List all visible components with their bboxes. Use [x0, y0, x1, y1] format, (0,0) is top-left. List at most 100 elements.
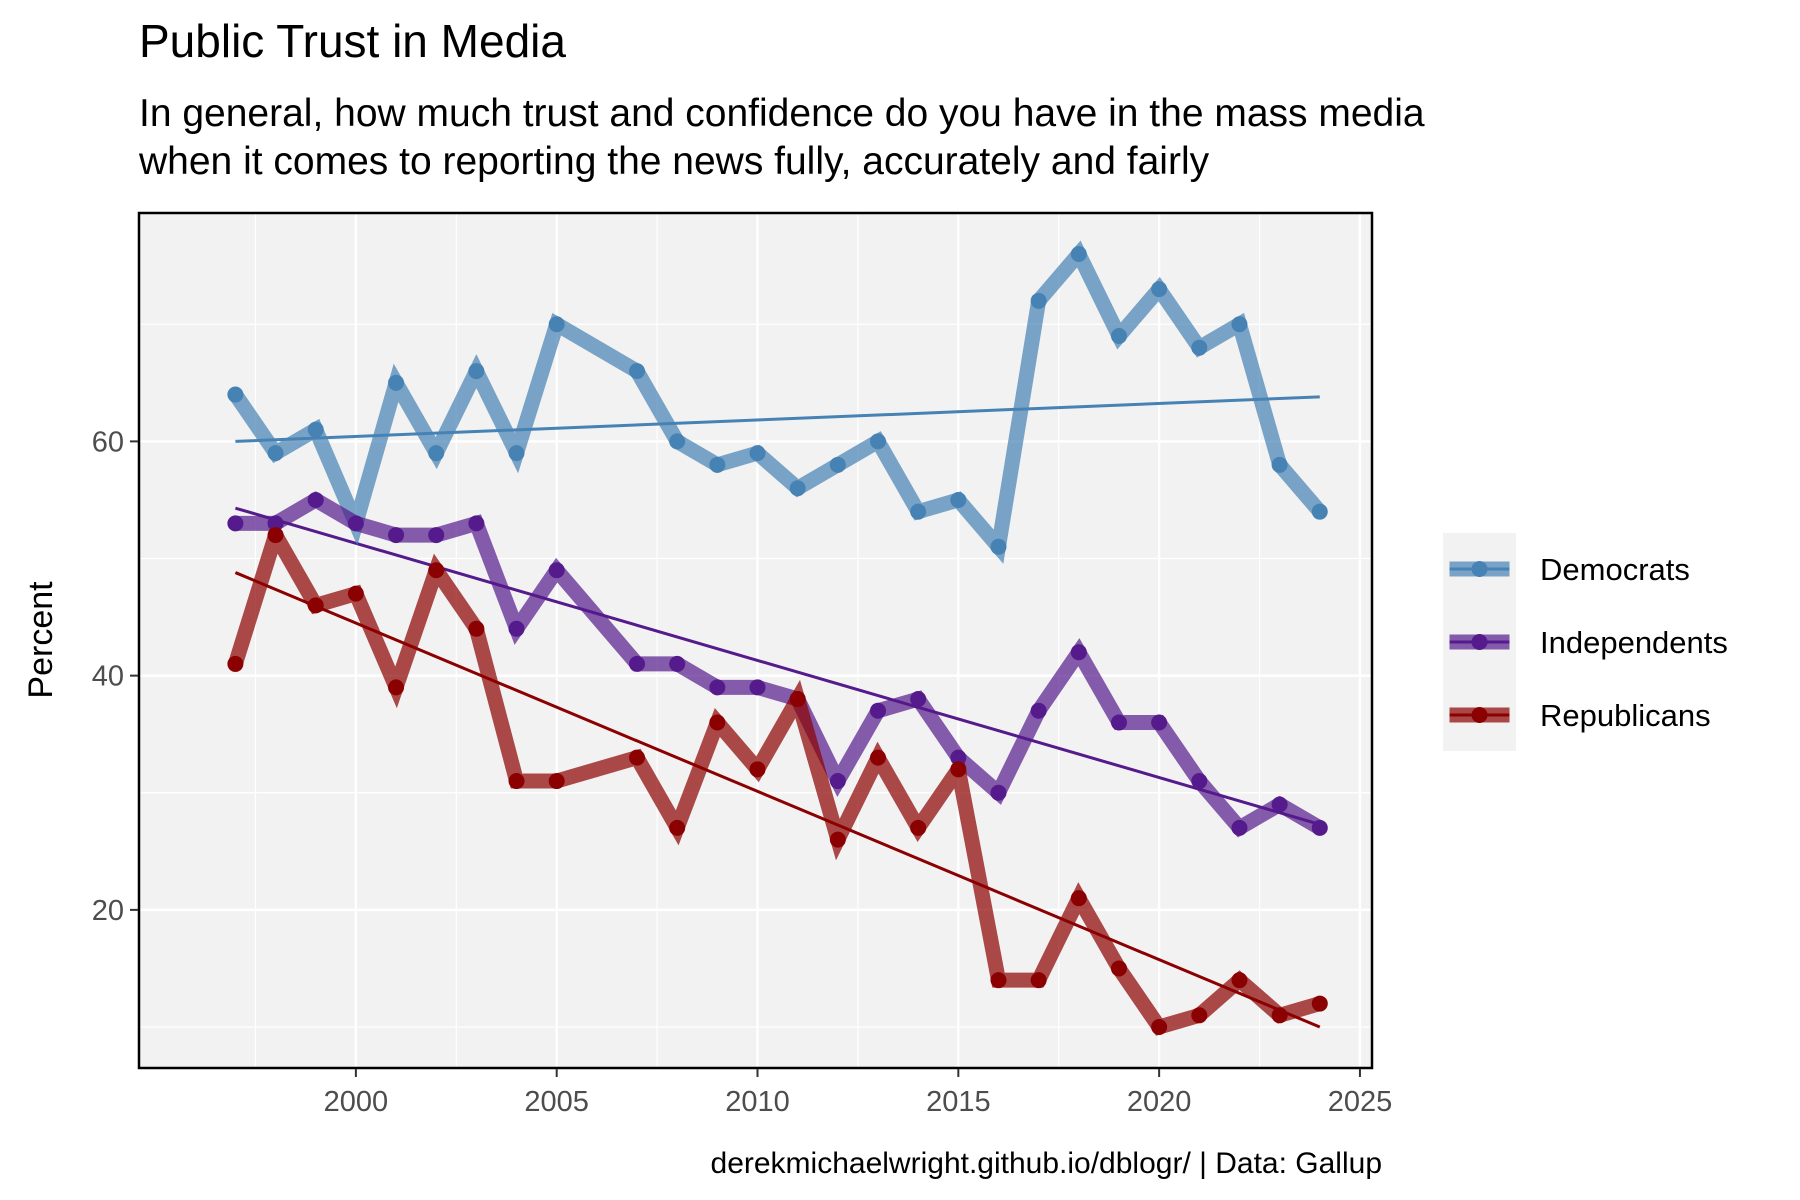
data-point-democrats — [709, 456, 726, 473]
trend-line-democrats — [235, 395, 1320, 443]
data-point-democrats — [267, 445, 284, 462]
chart-title: Public Trust in Media — [139, 15, 566, 67]
data-point-republicans — [1070, 890, 1087, 907]
data-point-independents — [1271, 796, 1288, 813]
data-point-republicans — [1110, 960, 1127, 977]
data-point-democrats — [1271, 456, 1288, 473]
legend-key-point-democrats — [1471, 561, 1488, 577]
data-point-republicans — [869, 749, 886, 766]
data-point-democrats — [1030, 292, 1047, 309]
data-point-republicans — [709, 714, 726, 731]
trend-line-independents — [234, 506, 1321, 826]
data-point-independents — [990, 784, 1007, 801]
data-point-democrats — [508, 445, 525, 462]
data-point-democrats — [950, 491, 967, 508]
data-point-republicans — [307, 597, 324, 614]
data-point-independents — [347, 515, 364, 532]
legend-key-point-republicans — [1471, 707, 1488, 723]
data-point-democrats — [1070, 245, 1087, 262]
data-point-independents — [1191, 773, 1208, 790]
data-point-independents — [749, 679, 766, 696]
data-point-democrats — [548, 316, 565, 333]
data-point-republicans — [1231, 972, 1248, 989]
data-point-democrats — [1231, 316, 1248, 333]
legend-label-democrats: Democrats — [1540, 552, 1690, 587]
data-point-republicans — [508, 773, 525, 790]
data-point-independents — [428, 527, 445, 544]
x-tick-label: 2010 — [725, 1086, 790, 1118]
chart-subtitle-line-2: when it comes to reporting the news full… — [139, 140, 1210, 183]
data-point-democrats — [1311, 503, 1328, 520]
data-point-republicans — [749, 761, 766, 778]
axis-ticks: 2000 2005 2010 2015 2020 2025 20 40 60 — [92, 426, 1392, 1118]
data-point-republicans — [548, 773, 565, 790]
legend: Democrats Independents Republicans — [1443, 533, 1728, 751]
data-point-independents — [1030, 702, 1047, 719]
data-point-independents — [1070, 644, 1087, 661]
data-point-republicans — [227, 655, 244, 672]
data-point-independents — [829, 773, 846, 790]
data-point-democrats — [669, 433, 686, 450]
data-points — [227, 245, 1328, 1036]
data-point-republicans — [990, 972, 1007, 989]
data-point-republicans — [1151, 1019, 1168, 1036]
data-point-independents — [869, 702, 886, 719]
data-point-independents — [910, 691, 927, 708]
x-tick-label: 2020 — [1127, 1086, 1192, 1118]
data-point-independents — [468, 515, 485, 532]
data-point-independents — [307, 491, 324, 508]
data-point-independents — [1110, 714, 1127, 731]
data-point-democrats — [990, 538, 1007, 555]
data-point-democrats — [910, 503, 927, 520]
data-point-independents — [669, 655, 686, 672]
data-point-republicans — [910, 819, 927, 836]
data-point-independents — [950, 749, 967, 766]
data-point-democrats — [1110, 327, 1127, 344]
data-point-republicans — [1271, 1007, 1288, 1024]
data-point-republicans — [1191, 1007, 1208, 1024]
data-point-republicans — [950, 761, 967, 778]
data-point-democrats — [227, 386, 244, 403]
data-point-republicans — [669, 819, 686, 836]
chart-caption: derekmichaelwright.github.io/dblogr/ | D… — [710, 1147, 1382, 1180]
data-point-republicans — [829, 831, 846, 848]
data-point-independents — [1311, 819, 1328, 836]
data-point-democrats — [869, 433, 886, 450]
data-point-independents — [548, 562, 565, 579]
y-axis-title: Percent — [22, 581, 60, 699]
x-tick-label: 2025 — [1328, 1086, 1393, 1118]
data-point-independents — [1151, 714, 1168, 731]
data-point-democrats — [829, 456, 846, 473]
data-point-republicans — [428, 562, 445, 579]
data-point-republicans — [789, 691, 806, 708]
y-tick-label: 40 — [92, 661, 124, 693]
gridlines — [139, 213, 1372, 1068]
data-point-republicans — [388, 679, 405, 696]
data-point-republicans — [347, 585, 364, 602]
y-tick-label: 20 — [92, 895, 124, 927]
data-point-democrats — [1151, 281, 1168, 298]
data-point-republicans — [267, 527, 284, 544]
y-tick-label: 60 — [92, 426, 124, 458]
data-point-republicans — [1311, 995, 1328, 1012]
plot-panel — [139, 213, 1372, 1068]
data-point-republicans — [629, 749, 646, 766]
data-point-democrats — [629, 363, 646, 380]
data-point-republicans — [468, 620, 485, 637]
plot-border — [137, 211, 1374, 1070]
chart-subtitle-line-1: In general, how much trust and confidenc… — [139, 92, 1425, 135]
data-point-independents — [1231, 819, 1248, 836]
legend-label-independents: Independents — [1540, 625, 1728, 660]
data-point-democrats — [428, 445, 445, 462]
x-tick-label: 2005 — [524, 1086, 589, 1118]
data-point-democrats — [468, 363, 485, 380]
data-point-republicans — [1030, 972, 1047, 989]
legend-label-republicans: Republicans — [1540, 698, 1711, 733]
data-point-independents — [227, 515, 244, 532]
data-point-independents — [629, 655, 646, 672]
data-point-democrats — [749, 445, 766, 462]
data-point-democrats — [307, 421, 324, 438]
data-point-independents — [388, 527, 405, 544]
data-point-independents — [267, 515, 284, 532]
